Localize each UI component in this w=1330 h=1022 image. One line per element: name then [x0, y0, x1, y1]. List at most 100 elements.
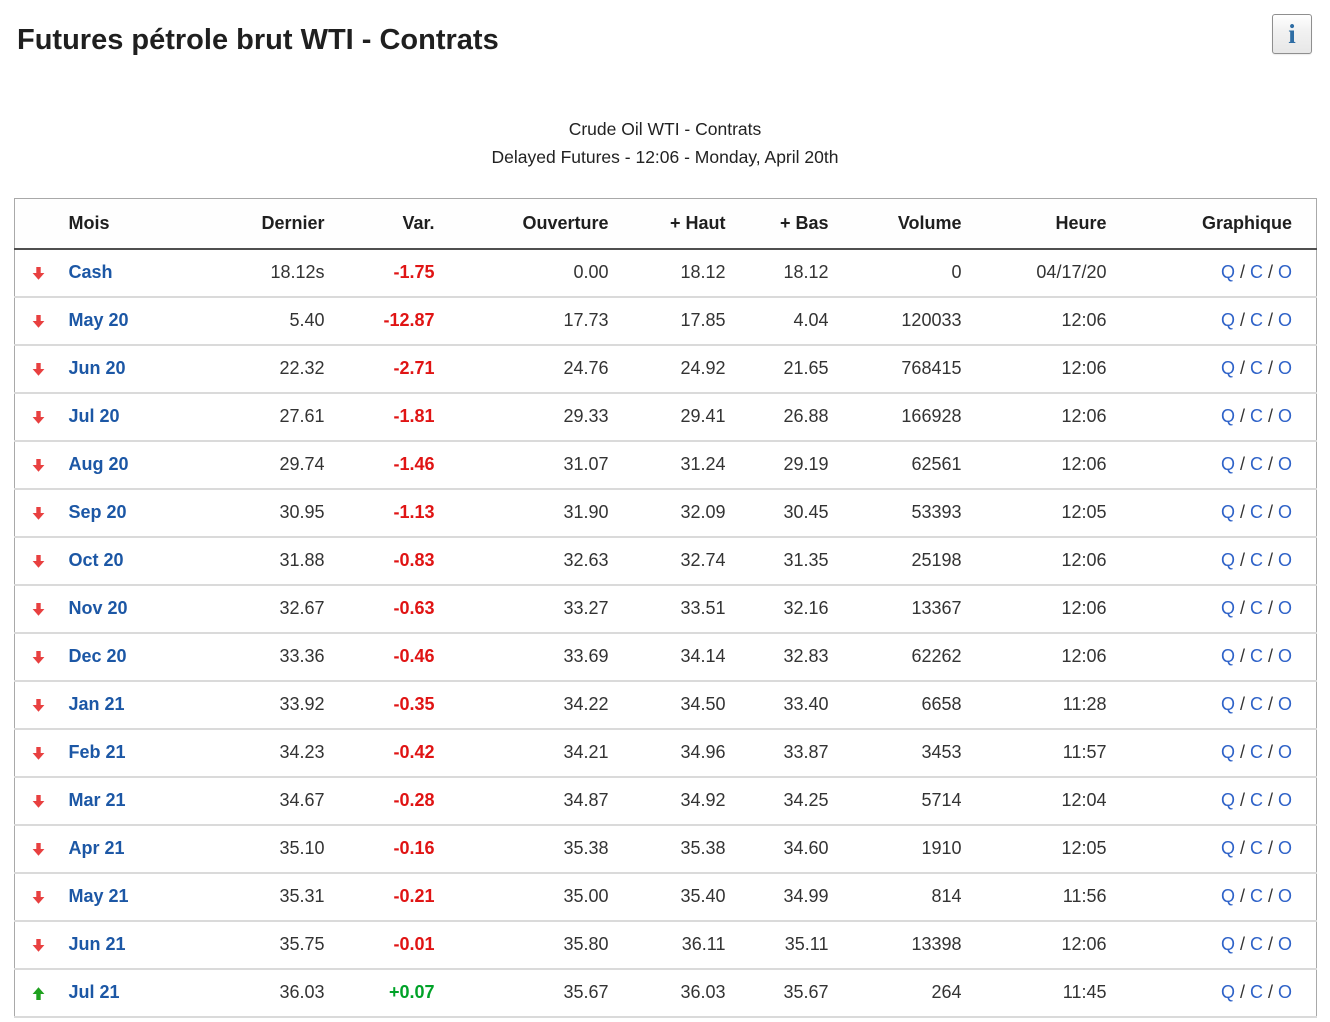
high-value: 29.41 — [680, 406, 726, 426]
chart-link[interactable]: C — [1249, 934, 1263, 954]
chart-link[interactable]: C — [1249, 838, 1263, 858]
month-link[interactable]: Sep 20 — [68, 502, 127, 522]
chart-link[interactable]: C — [1249, 886, 1263, 906]
options-link[interactable]: O — [1277, 502, 1292, 522]
link-separator: / — [1262, 598, 1278, 618]
down-arrow-icon — [31, 506, 46, 521]
time-value: 11:56 — [1062, 886, 1107, 906]
chart-link[interactable]: C — [1249, 742, 1263, 762]
quote-link[interactable]: Q — [1220, 502, 1235, 522]
quote-link[interactable]: Q — [1220, 694, 1235, 714]
quote-link[interactable]: Q — [1220, 790, 1235, 810]
options-link[interactable]: O — [1277, 262, 1292, 282]
link-separator: / — [1262, 934, 1278, 954]
table-row: Aug 20 29.74 -1.46 31.07 31.24 29.19 625… — [14, 440, 1317, 489]
volume-value: 6658 — [921, 694, 962, 714]
chart-link[interactable]: C — [1249, 790, 1263, 810]
change-value: -0.28 — [393, 790, 435, 810]
chart-link[interactable]: C — [1249, 454, 1263, 474]
low-value: 33.87 — [783, 742, 829, 762]
volume-value: 264 — [931, 982, 962, 1002]
chart-link[interactable]: C — [1249, 358, 1263, 378]
month-link[interactable]: Cash — [68, 262, 113, 282]
options-link[interactable]: O — [1277, 982, 1292, 1002]
chart-links: Q / C / O — [1121, 873, 1317, 921]
options-link[interactable]: O — [1277, 886, 1292, 906]
month-link[interactable]: Jul 21 — [68, 982, 120, 1002]
open-value: 31.90 — [563, 502, 609, 522]
month-link[interactable]: Feb 21 — [68, 742, 126, 762]
month-link[interactable]: Mar 21 — [68, 790, 126, 810]
month-link[interactable]: Dec 20 — [68, 646, 127, 666]
subtitle-line1: Crude Oil WTI - Contrats — [568, 119, 762, 139]
options-link[interactable]: O — [1277, 406, 1292, 426]
high-value: 34.14 — [680, 646, 726, 666]
quote-link[interactable]: Q — [1220, 838, 1235, 858]
options-link[interactable]: O — [1277, 358, 1292, 378]
direction-cell — [15, 441, 63, 489]
chart-link[interactable]: C — [1249, 550, 1263, 570]
month-link[interactable]: Jul 20 — [68, 406, 120, 426]
time-value: 12:06 — [1061, 646, 1107, 666]
month-link[interactable]: Oct 20 — [68, 550, 124, 570]
quote-link[interactable]: Q — [1220, 646, 1235, 666]
last-value: 18.12s — [270, 262, 325, 282]
time-value: 11:57 — [1062, 742, 1107, 762]
options-link[interactable]: O — [1277, 598, 1292, 618]
month-link[interactable]: Nov 20 — [68, 598, 128, 618]
month-link[interactable]: Aug 20 — [68, 454, 129, 474]
options-link[interactable]: O — [1277, 934, 1292, 954]
quote-link[interactable]: Q — [1220, 358, 1235, 378]
quote-link[interactable]: Q — [1220, 310, 1235, 330]
high-value: 17.85 — [680, 310, 726, 330]
link-separator: / — [1262, 550, 1278, 570]
time-value: 11:28 — [1062, 694, 1107, 714]
chart-link[interactable]: C — [1249, 694, 1263, 714]
chart-link[interactable]: C — [1249, 598, 1263, 618]
high-value: 34.92 — [680, 790, 726, 810]
chart-link[interactable]: C — [1249, 262, 1263, 282]
options-link[interactable]: O — [1277, 454, 1292, 474]
options-link[interactable]: O — [1277, 742, 1292, 762]
link-separator: / — [1234, 550, 1250, 570]
options-link[interactable]: O — [1277, 790, 1292, 810]
down-arrow-icon — [31, 458, 46, 473]
direction-cell — [15, 921, 63, 969]
month-link[interactable]: May 21 — [68, 886, 129, 906]
column-header-mois: Mois — [62, 198, 201, 250]
options-link[interactable]: O — [1277, 838, 1292, 858]
chart-link[interactable]: C — [1249, 982, 1263, 1002]
options-link[interactable]: O — [1277, 694, 1292, 714]
options-link[interactable]: O — [1277, 550, 1292, 570]
low-value: 34.25 — [783, 790, 829, 810]
quote-link[interactable]: Q — [1220, 454, 1235, 474]
quote-link[interactable]: Q — [1220, 406, 1235, 426]
options-link[interactable]: O — [1277, 310, 1292, 330]
month-link[interactable]: Apr 21 — [68, 838, 125, 858]
chart-link[interactable]: C — [1249, 406, 1263, 426]
options-link[interactable]: O — [1277, 646, 1292, 666]
chart-link[interactable]: C — [1249, 502, 1263, 522]
month-link[interactable]: May 20 — [68, 310, 129, 330]
quote-link[interactable]: Q — [1220, 934, 1235, 954]
page-header: Futures pétrole brut WTI - Contrats i — [0, 0, 1330, 58]
high-value: 34.50 — [680, 694, 726, 714]
month-link[interactable]: Jun 20 — [68, 358, 126, 378]
change-value: -12.87 — [383, 310, 435, 330]
change-value: -0.83 — [393, 550, 435, 570]
high-value: 18.12 — [680, 262, 726, 282]
info-button[interactable]: i — [1272, 14, 1312, 54]
quote-link[interactable]: Q — [1220, 598, 1235, 618]
info-icon: i — [1288, 18, 1296, 49]
quote-link[interactable]: Q — [1220, 550, 1235, 570]
chart-link[interactable]: C — [1249, 310, 1263, 330]
month-link[interactable]: Jan 21 — [68, 694, 125, 714]
month-link[interactable]: Jun 21 — [68, 934, 126, 954]
chart-link[interactable]: C — [1249, 646, 1263, 666]
quote-link[interactable]: Q — [1220, 742, 1235, 762]
quote-link[interactable]: Q — [1220, 982, 1235, 1002]
time-value: 12:06 — [1061, 934, 1107, 954]
quote-link[interactable]: Q — [1220, 262, 1235, 282]
open-value: 33.27 — [563, 598, 609, 618]
quote-link[interactable]: Q — [1220, 886, 1235, 906]
